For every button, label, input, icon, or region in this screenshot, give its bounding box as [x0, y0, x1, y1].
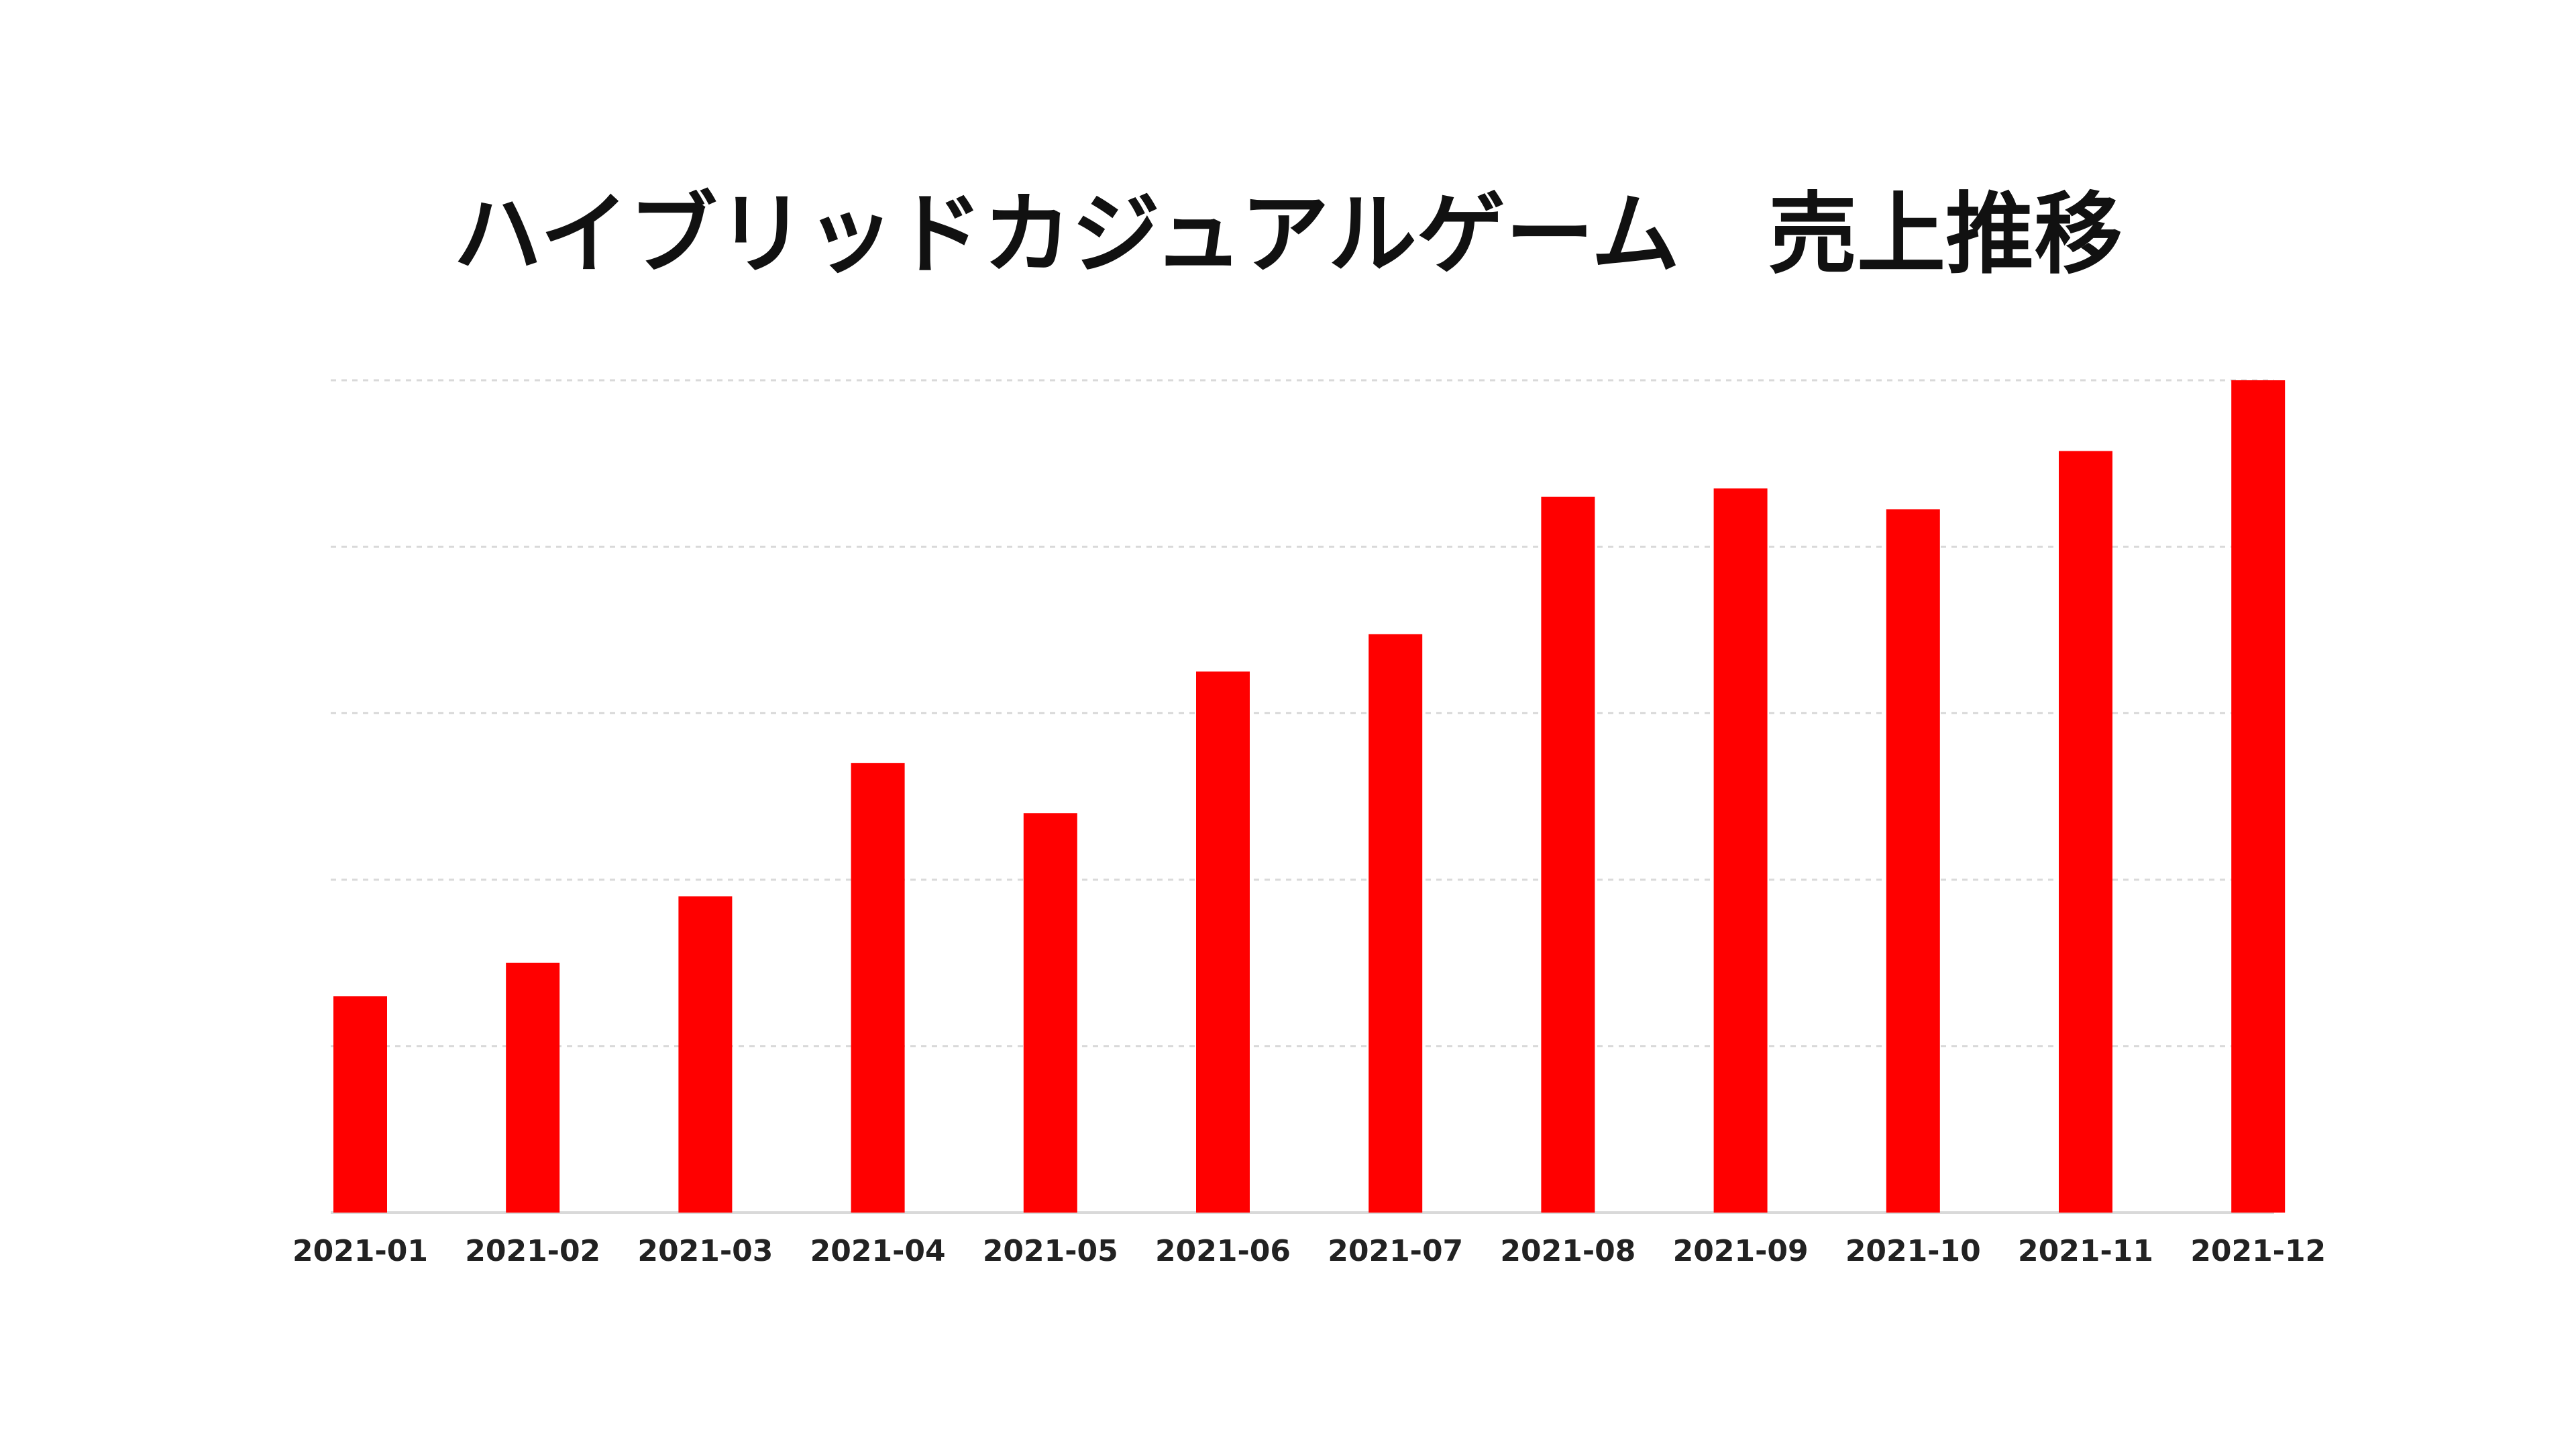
x-axis-tick-labels: 2021-01 2021-02 2021-03 2021-04 2021-05 2021-… — [292, 1234, 2326, 1268]
x-tick-label: 2021-08 — [1500, 1234, 1635, 1268]
x-tick-label: 2021-01 — [292, 1234, 428, 1268]
bar-2021-01 — [333, 996, 387, 1213]
chart-title: ハイブリッドカジュアルゲーム 売上推移 — [453, 183, 2123, 286]
bar-2021-06 — [1196, 671, 1250, 1213]
x-tick-label: 2021-11 — [2018, 1234, 2153, 1268]
bars — [333, 380, 2286, 1213]
bar-2021-04 — [851, 763, 905, 1213]
x-tick-label: 2021-05 — [983, 1234, 1118, 1268]
gridlines — [331, 379, 2274, 1214]
x-tick-label: 2021-10 — [1845, 1234, 1981, 1268]
bar-2021-07 — [1368, 634, 1423, 1213]
x-tick-label: 2021-07 — [1328, 1234, 1463, 1268]
x-tick-label: 2021-03 — [637, 1234, 773, 1268]
x-tick-label: 2021-06 — [1155, 1234, 1291, 1268]
x-tick-label: 2021-04 — [810, 1234, 946, 1268]
bar-2021-02 — [506, 962, 560, 1213]
bar-2021-08 — [1541, 496, 1595, 1213]
bar-2021-05 — [1023, 813, 1077, 1213]
bar-2021-03 — [678, 896, 733, 1213]
bar-2021-11 — [2059, 451, 2112, 1213]
x-tick-label: 2021-02 — [465, 1234, 600, 1268]
bar-2021-12 — [2231, 380, 2286, 1213]
x-tick-label: 2021-09 — [1673, 1234, 1809, 1268]
x-tick-label: 2021-12 — [2190, 1234, 2326, 1268]
bar-2021-09 — [1713, 488, 1768, 1213]
bar-2021-10 — [1886, 509, 1940, 1213]
